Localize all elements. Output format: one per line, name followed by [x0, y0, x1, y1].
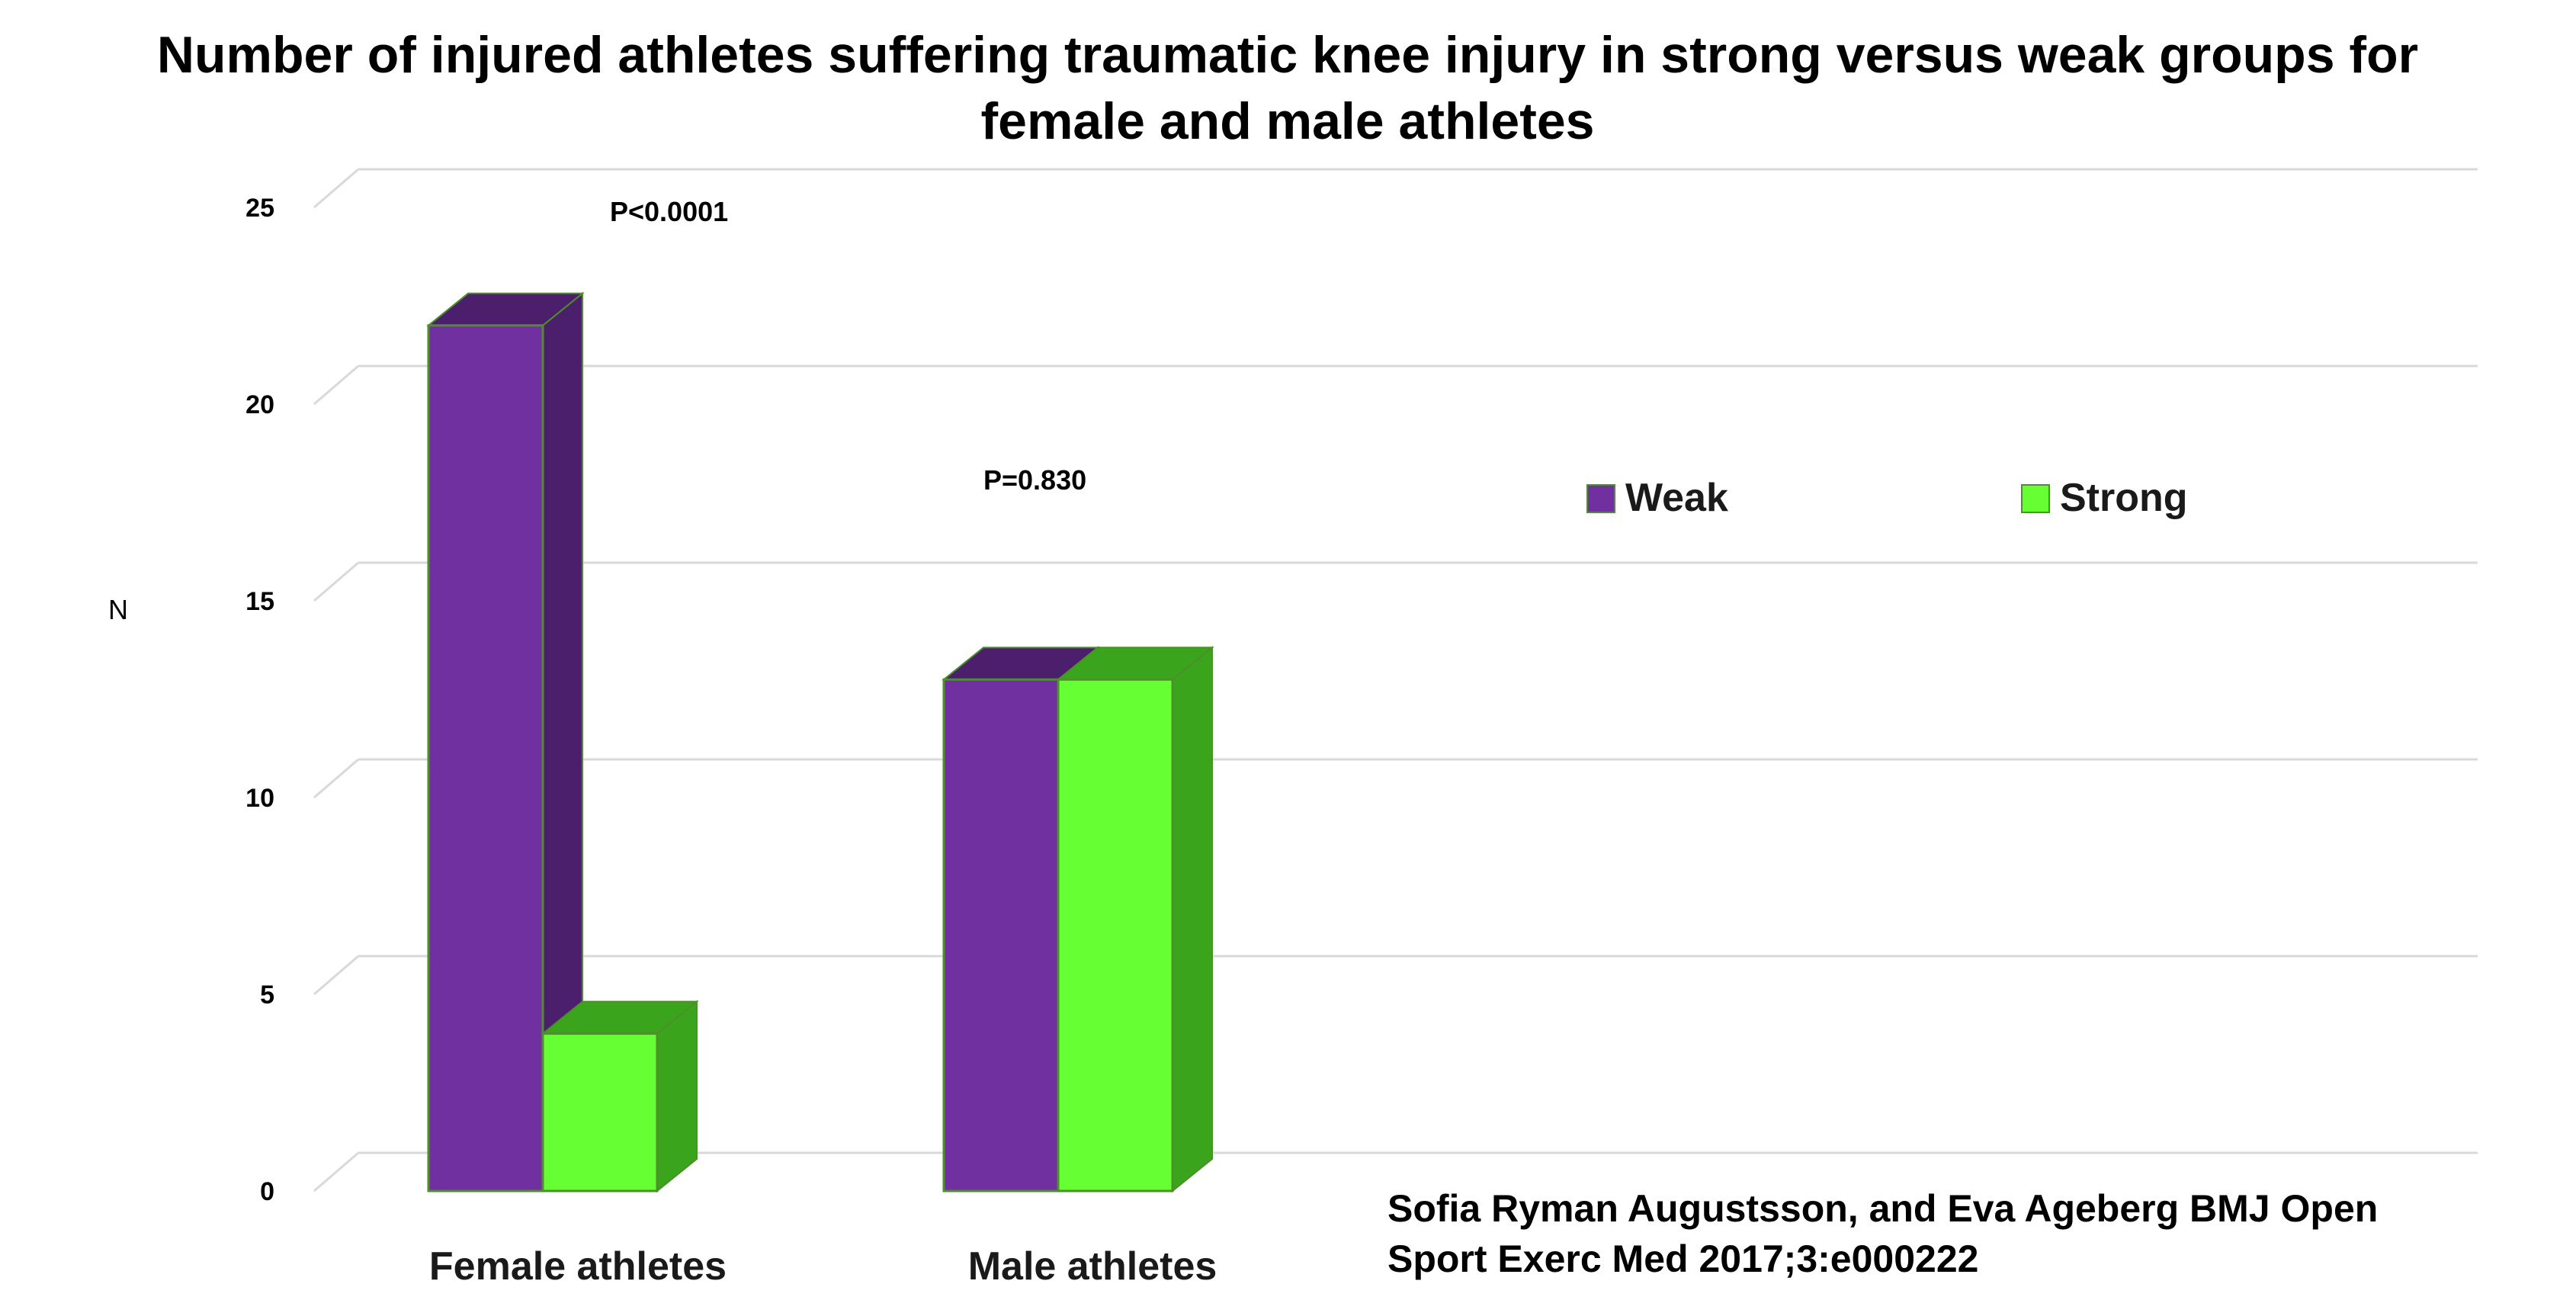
bar-front-face	[541, 1032, 659, 1192]
chart-title-line-1: Number of injured athletes suffering tra…	[157, 26, 2418, 84]
category-label: Male athletes	[968, 1244, 1217, 1289]
y-tick-labels: 0 5 10 15 20 25	[245, 194, 274, 1206]
category-label: Female athletes	[429, 1244, 727, 1289]
legend-swatch-weak	[1586, 484, 1615, 513]
bar-side-face	[656, 1000, 698, 1193]
y-tick-label: 0	[260, 1177, 274, 1206]
bars	[426, 291, 1214, 1193]
y-tick-label: 20	[245, 390, 274, 419]
grid-diagonal-4	[313, 364, 359, 406]
chart-title-line-2: female and male athletes	[980, 92, 1594, 150]
grid-lines	[313, 168, 2478, 1192]
bar-strong-female	[541, 1000, 699, 1193]
y-tick-label: 15	[245, 587, 274, 616]
p-value-male: P=0.830	[983, 464, 1086, 496]
y-tick-label: 25	[245, 194, 274, 223]
bar-weak-female	[426, 291, 585, 1193]
legend-label-strong: Strong	[2060, 476, 2188, 520]
grid-diagonal-5	[313, 168, 359, 209]
p-value-female: P<0.0001	[610, 196, 728, 227]
bar-strong-male	[1056, 646, 1214, 1193]
bar-front-face	[427, 324, 544, 1192]
bar-front-face	[942, 678, 1060, 1192]
grid-diagonal-3	[313, 561, 359, 602]
y-axis-label: N	[108, 594, 128, 625]
y-tick-label: 10	[245, 784, 274, 813]
grid-diagonal-0	[313, 1151, 359, 1192]
legend: Weak Strong	[1586, 476, 2188, 520]
grid-diagonal-1	[313, 955, 359, 996]
citation-line-2: Sport Exerc Med 2017;3:e000222	[1387, 1237, 1978, 1280]
category-labels: Female athletes Male athletes	[429, 1244, 1217, 1289]
citation-line-1: Sofia Ryman Augustsson, and Eva Ageberg …	[1387, 1187, 2378, 1230]
y-tick-label: 5	[260, 981, 274, 1010]
bar-side-face	[1172, 646, 1213, 1193]
grid-diagonal-2	[313, 758, 359, 799]
bar-front-face	[1057, 678, 1174, 1192]
legend-label-weak: Weak	[1625, 476, 1728, 520]
legend-swatch-strong	[2021, 484, 2050, 513]
